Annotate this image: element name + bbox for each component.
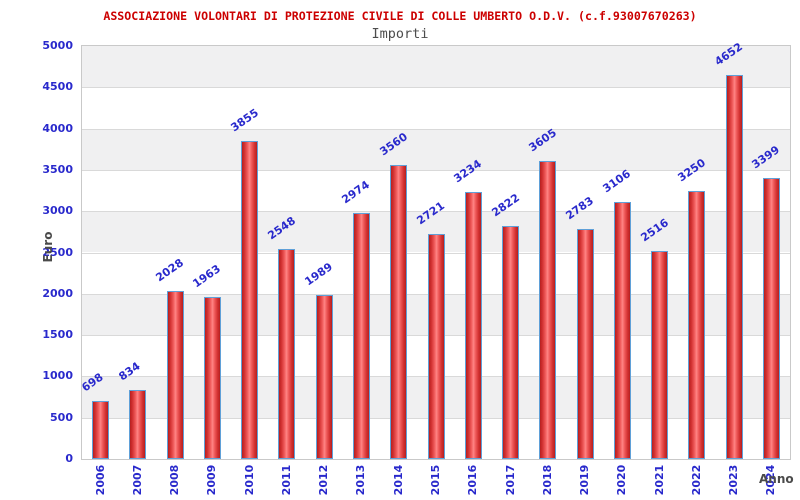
bar-2013 [352,213,370,459]
bar-2024 [762,178,780,459]
x-tick-2013: 2013 [354,464,368,496]
gridline [82,211,790,212]
bar-2009 [203,296,221,459]
bar-2017 [502,225,520,459]
y-tick-1500: 1500 [42,328,73,342]
x-tick-2015: 2015 [429,464,442,496]
bar-2008 [166,291,184,459]
x-tick-2018: 2018 [540,464,554,496]
plot-band [82,46,790,88]
chart-title: ASSOCIAZIONE VOLONTARI DI PROTEZIONE CIV… [103,9,697,23]
bar-2010 [241,140,259,459]
bar-2022 [688,190,706,459]
plot-area [81,45,791,460]
chart-subtitle: Importi [371,26,429,42]
gridline [82,129,790,130]
x-tick-2007: 2007 [130,464,144,496]
y-tick-4500: 4500 [42,80,73,94]
bar-2014 [390,164,408,459]
y-tick-2000: 2000 [42,286,73,300]
y-tick-4000: 4000 [42,121,73,135]
x-tick-2019: 2019 [578,464,592,496]
bar-2021 [651,251,669,459]
y-tick-0: 0 [65,452,73,465]
bar-2007 [129,390,147,459]
bar-2023 [725,74,743,459]
y-tick-5000: 5000 [42,39,73,52]
x-tick-2020: 2020 [615,464,629,496]
y-tick-500: 500 [50,410,73,424]
y-tick-3500: 3500 [42,162,73,176]
y-tick-3000: 3000 [42,204,73,218]
y-axis-label: Euro [41,231,55,263]
x-tick-2014: 2014 [391,464,405,496]
x-tick-2017: 2017 [503,464,517,496]
x-tick-2016: 2016 [466,464,480,496]
x-tick-2010: 2010 [242,464,256,496]
bar-2020 [613,202,631,459]
gridline [82,87,790,88]
gridline [82,170,790,171]
x-tick-2011: 2011 [279,464,293,496]
plot-band [82,128,790,170]
x-tick-2009: 2009 [205,464,219,496]
y-tick-2500: 2500 [42,245,73,259]
x-tick-2012: 2012 [317,464,331,496]
x-tick-2006: 2006 [93,464,107,496]
bar-2019 [576,229,594,459]
x-tick-2021: 2021 [652,464,666,496]
y-tick-1000: 1000 [42,369,73,383]
x-tick-2008: 2008 [168,464,182,496]
bar-2012 [315,294,333,459]
bar-2018 [539,161,557,459]
x-tick-2022: 2022 [689,464,703,496]
bar-2011 [278,248,296,459]
bar-2006 [92,401,110,459]
x-tick-2023: 2023 [727,464,741,496]
x-axis-label: Anno [759,472,794,486]
bar-2016 [464,191,482,459]
bar-2015 [427,234,445,459]
